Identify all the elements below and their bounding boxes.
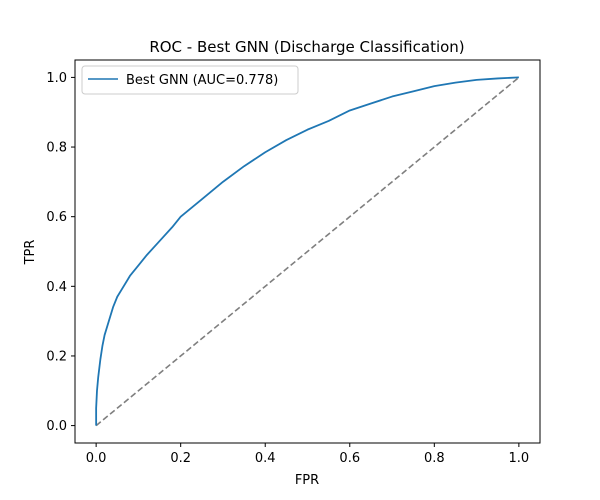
y-axis-label: TPR <box>23 240 38 266</box>
x-axis-ticks: 0.0 0.2 0.4 0.6 0.8 1.0 <box>86 443 529 466</box>
x-axis-label: FPR <box>295 473 319 488</box>
x-tick-label: 1.0 <box>509 451 530 466</box>
x-tick-label: 0.0 <box>86 451 107 466</box>
plot-area <box>95 76 520 427</box>
x-tick-label: 0.6 <box>339 451 360 466</box>
y-tick-label: 0.2 <box>46 349 67 364</box>
y-tick-label: 0.8 <box>46 141 67 156</box>
legend-box <box>81 65 299 95</box>
legend-label: Best GNN (AUC=0.778) <box>126 73 278 88</box>
x-tick-label: 0.8 <box>424 451 445 466</box>
legend: Best GNN (AUC=0.778) <box>81 65 299 95</box>
y-axis-ticks: 0.0 0.2 0.4 0.6 0.8 1.0 <box>46 71 75 434</box>
y-tick-label: 0.6 <box>46 210 67 225</box>
x-tick-label: 0.4 <box>255 451 276 466</box>
y-tick-label: 0.4 <box>46 280 67 295</box>
chart-title: ROC - Best GNN (Discharge Classification… <box>149 38 464 56</box>
x-tick-label: 0.2 <box>170 451 191 466</box>
y-tick-label: 0.0 <box>46 419 67 434</box>
axes-frame <box>74 59 541 444</box>
roc-curve-line <box>95 76 519 426</box>
y-tick-label: 1.0 <box>46 71 67 86</box>
chance-diagonal-line <box>95 76 520 427</box>
